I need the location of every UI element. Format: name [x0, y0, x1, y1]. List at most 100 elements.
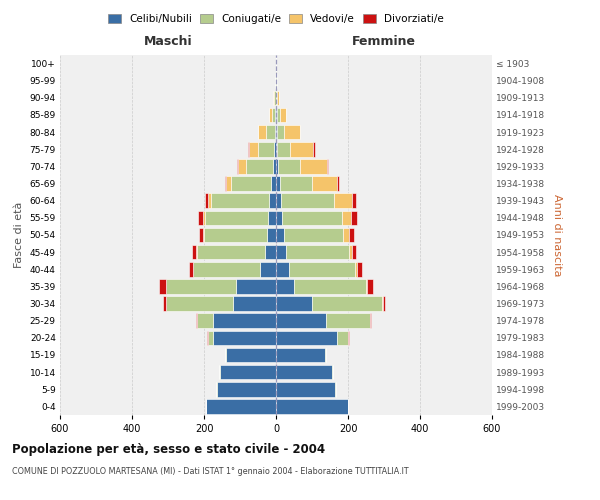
Bar	[276, 348, 325, 362]
Bar	[198, 210, 203, 225]
Bar	[284, 228, 343, 242]
Bar	[370, 314, 371, 328]
Bar	[193, 245, 196, 260]
Bar	[249, 142, 258, 156]
Bar	[226, 348, 276, 362]
Bar	[334, 194, 352, 208]
Bar	[276, 210, 283, 225]
Bar	[294, 279, 366, 293]
Bar	[276, 142, 277, 156]
Bar	[276, 399, 348, 413]
Bar	[276, 330, 337, 345]
Bar	[349, 228, 354, 242]
Bar	[280, 108, 286, 122]
Bar	[238, 159, 246, 174]
Bar	[300, 125, 301, 140]
Bar	[276, 279, 294, 293]
Bar	[284, 125, 300, 140]
Bar	[203, 210, 205, 225]
Bar	[276, 314, 326, 328]
Bar	[383, 296, 385, 311]
Bar	[337, 330, 348, 345]
Bar	[225, 176, 226, 191]
Bar	[276, 108, 277, 122]
Bar	[196, 245, 197, 260]
Bar	[280, 176, 312, 191]
Bar	[276, 159, 278, 174]
Bar	[276, 228, 284, 242]
Bar	[265, 245, 276, 260]
Bar	[289, 262, 355, 276]
Bar	[266, 125, 275, 140]
Bar	[211, 194, 269, 208]
Bar	[271, 176, 276, 191]
Bar	[188, 262, 193, 276]
Bar	[275, 108, 276, 122]
Y-axis label: Fasce di età: Fasce di età	[14, 202, 24, 268]
Bar	[300, 159, 327, 174]
Bar	[276, 382, 335, 396]
Bar	[205, 194, 208, 208]
Bar	[327, 159, 328, 174]
Bar	[326, 314, 370, 328]
Bar	[232, 176, 271, 191]
Bar	[274, 142, 276, 156]
Bar	[277, 142, 290, 156]
Bar	[246, 159, 273, 174]
Bar	[269, 194, 276, 208]
Bar	[343, 228, 349, 242]
Bar	[312, 296, 382, 311]
Bar	[342, 210, 351, 225]
Bar	[286, 245, 349, 260]
Bar	[276, 296, 312, 311]
Bar	[366, 279, 367, 293]
Bar	[275, 125, 276, 140]
Bar	[277, 108, 280, 122]
Bar	[220, 365, 276, 380]
Bar	[276, 262, 289, 276]
Bar	[260, 262, 276, 276]
Bar	[213, 314, 276, 328]
Bar	[367, 279, 373, 293]
Bar	[203, 228, 204, 242]
Bar	[196, 314, 197, 328]
Bar	[337, 176, 338, 191]
Bar	[276, 125, 277, 140]
Bar	[217, 382, 276, 396]
Legend: Celibi/Nubili, Coniugati/e, Vedovi/e, Divorziati/e: Celibi/Nubili, Coniugati/e, Vedovi/e, Di…	[104, 10, 448, 29]
Bar	[193, 262, 260, 276]
Bar	[197, 314, 213, 328]
Bar	[213, 330, 276, 345]
Bar	[206, 399, 276, 413]
Bar	[276, 194, 281, 208]
Bar	[248, 142, 249, 156]
Bar	[349, 245, 352, 260]
Bar	[208, 194, 211, 208]
Y-axis label: Anni di nascita: Anni di nascita	[552, 194, 562, 276]
Bar	[276, 245, 286, 260]
Bar	[290, 142, 313, 156]
Bar	[274, 90, 275, 105]
Bar	[312, 176, 337, 191]
Bar	[267, 228, 276, 242]
Bar	[283, 210, 342, 225]
Text: Maschi: Maschi	[143, 35, 193, 48]
Bar	[166, 296, 233, 311]
Bar	[278, 159, 300, 174]
Bar	[351, 210, 358, 225]
Bar	[313, 142, 314, 156]
Bar	[205, 210, 268, 225]
Bar	[281, 194, 334, 208]
Bar	[352, 194, 356, 208]
Text: COMUNE DI POZZUOLO MARTESANA (MI) - Dati ISTAT 1° gennaio 2004 - Elaborazione TU: COMUNE DI POZZUOLO MARTESANA (MI) - Dati…	[12, 468, 409, 476]
Bar	[197, 245, 265, 260]
Bar	[199, 228, 203, 242]
Bar	[325, 348, 326, 362]
Bar	[166, 279, 236, 293]
Bar	[259, 125, 266, 140]
Bar	[258, 142, 274, 156]
Bar	[226, 176, 232, 191]
Bar	[348, 330, 349, 345]
Bar	[163, 296, 166, 311]
Bar	[233, 296, 276, 311]
